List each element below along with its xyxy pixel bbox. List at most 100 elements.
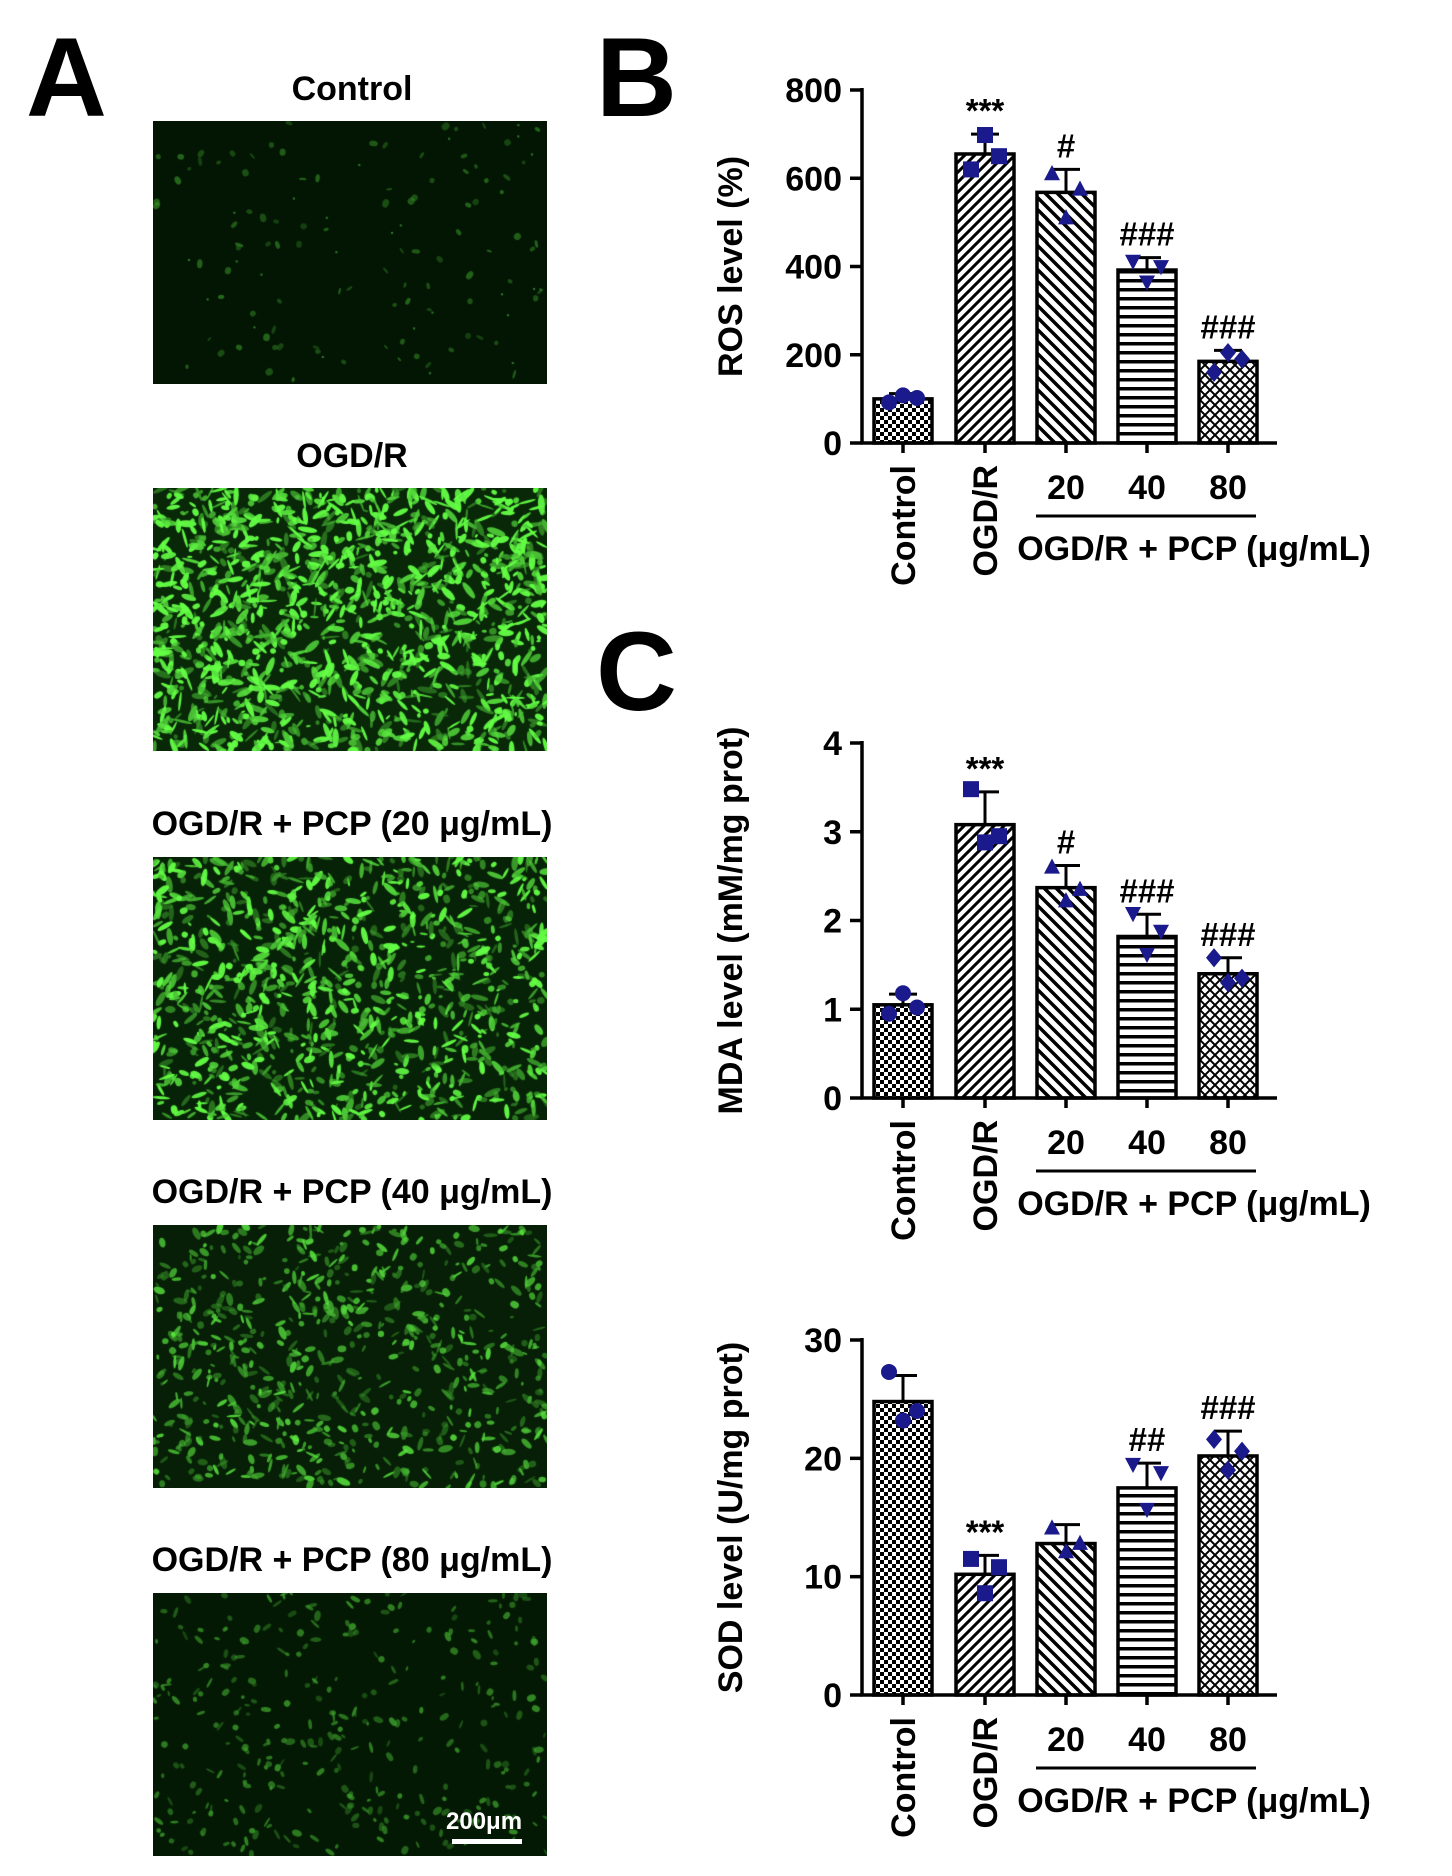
micrograph-canvas — [153, 1225, 547, 1488]
group-label: OGD/R + PCP (μg/mL) — [1017, 1782, 1371, 1820]
y-tick-label: 200 — [785, 337, 842, 375]
micrograph-pcp40 — [153, 1225, 547, 1488]
data-point — [1072, 1534, 1088, 1550]
data-point — [977, 127, 993, 144]
data-point — [991, 1559, 1007, 1576]
y-tick-label: 4 — [823, 725, 842, 763]
micrograph-control — [153, 121, 547, 384]
x-tick-label: 80 — [1209, 1124, 1247, 1162]
x-tick-label: 40 — [1128, 469, 1166, 507]
y-tick-label: 0 — [823, 425, 842, 463]
significance-label: ### — [1119, 216, 1174, 253]
data-point — [1125, 254, 1141, 271]
significance-label: # — [1057, 127, 1075, 164]
data-point — [895, 1412, 911, 1429]
data-point — [1139, 1502, 1155, 1519]
bar — [1035, 190, 1097, 445]
significance-label: # — [1057, 823, 1075, 860]
y-tick-label: 20 — [804, 1440, 842, 1478]
data-point — [895, 387, 911, 404]
significance-label: *** — [966, 92, 1005, 129]
data-point — [1234, 968, 1250, 988]
y-tick-label: 3 — [823, 814, 842, 852]
y-tick-label: 600 — [785, 160, 842, 198]
y-axis-label: ROS level (%) — [712, 156, 750, 377]
data-point — [909, 999, 925, 1016]
data-point — [881, 1363, 897, 1380]
data-point — [1206, 1429, 1222, 1449]
data-point — [963, 1550, 979, 1567]
y-tick-label: 2 — [823, 903, 842, 941]
x-tick-label: Control — [885, 1120, 923, 1241]
x-tick-label: 20 — [1047, 469, 1085, 507]
data-point — [963, 161, 979, 178]
data-point — [1220, 973, 1236, 993]
data-point — [895, 985, 911, 1002]
data-point — [909, 1403, 925, 1419]
bar — [954, 822, 1016, 1100]
y-tick-label: 400 — [785, 249, 842, 287]
micrograph-title-pcp40: OGD/R + PCP (40 μg/mL) — [151, 1173, 553, 1211]
scale-bar-label: 200μm — [446, 1808, 523, 1835]
data-point — [1072, 180, 1088, 196]
x-tick-label: 20 — [1047, 1721, 1085, 1759]
data-point — [1220, 1460, 1236, 1480]
micrograph-title-pcp20: OGD/R + PCP (20 μg/mL) — [151, 805, 553, 843]
x-tick-label: 40 — [1128, 1124, 1166, 1162]
data-point — [991, 828, 1007, 845]
y-tick-label: 1 — [823, 991, 842, 1029]
panel-label-b: B — [596, 15, 677, 140]
bar — [872, 1399, 934, 1697]
x-tick-label: 20 — [1047, 1124, 1085, 1162]
micrograph-pcp80 — [153, 1593, 547, 1856]
micrograph-title-control: Control — [291, 70, 413, 108]
bar — [1116, 268, 1178, 445]
data-point — [1125, 1457, 1141, 1474]
y-tick-label: 0 — [823, 1080, 842, 1118]
significance-label: *** — [966, 1513, 1005, 1550]
micrograph-canvas — [153, 488, 547, 751]
y-tick-label: 30 — [804, 1322, 842, 1360]
data-point — [1044, 165, 1060, 181]
significance-label: ### — [1200, 916, 1255, 953]
data-point — [909, 389, 925, 406]
y-axis-label: MDA level (mM/mg prot) — [712, 727, 750, 1115]
data-point — [1125, 907, 1141, 923]
y-tick-label: 0 — [823, 1677, 842, 1715]
data-point — [1153, 260, 1169, 276]
data-point — [977, 1585, 993, 1602]
significance-label: ### — [1119, 872, 1174, 909]
data-point — [963, 781, 979, 798]
data-point — [1234, 1441, 1250, 1461]
micrograph-title-pcp80: OGD/R + PCP (80 μg/mL) — [151, 1541, 553, 1579]
y-axis-label: SOD level (U/mg prot) — [712, 1342, 750, 1693]
bar — [1116, 934, 1178, 1100]
x-tick-label: OGD/R — [967, 1120, 1005, 1231]
significance-label: ### — [1200, 308, 1255, 345]
x-tick-label: 80 — [1209, 469, 1247, 507]
micrograph-canvas — [153, 121, 547, 384]
bar — [1197, 1454, 1259, 1697]
x-tick-label: OGD/R — [967, 1717, 1005, 1828]
micrograph-canvas — [153, 857, 547, 1120]
data-point — [977, 834, 993, 851]
data-point — [1044, 1519, 1060, 1535]
x-tick-label: 40 — [1128, 1721, 1166, 1759]
data-point — [1058, 892, 1074, 908]
data-point — [1206, 362, 1222, 382]
data-point — [1044, 858, 1060, 874]
data-point — [1153, 924, 1169, 940]
data-point — [1153, 1466, 1169, 1482]
group-label: OGD/R + PCP (μg/mL) — [1017, 1185, 1371, 1223]
micrograph-pcp20 — [153, 857, 547, 1120]
data-point — [881, 1005, 897, 1022]
x-tick-label: 80 — [1209, 1721, 1247, 1759]
data-point — [1220, 342, 1236, 363]
bar — [1035, 1541, 1097, 1697]
bar — [1035, 885, 1097, 1100]
